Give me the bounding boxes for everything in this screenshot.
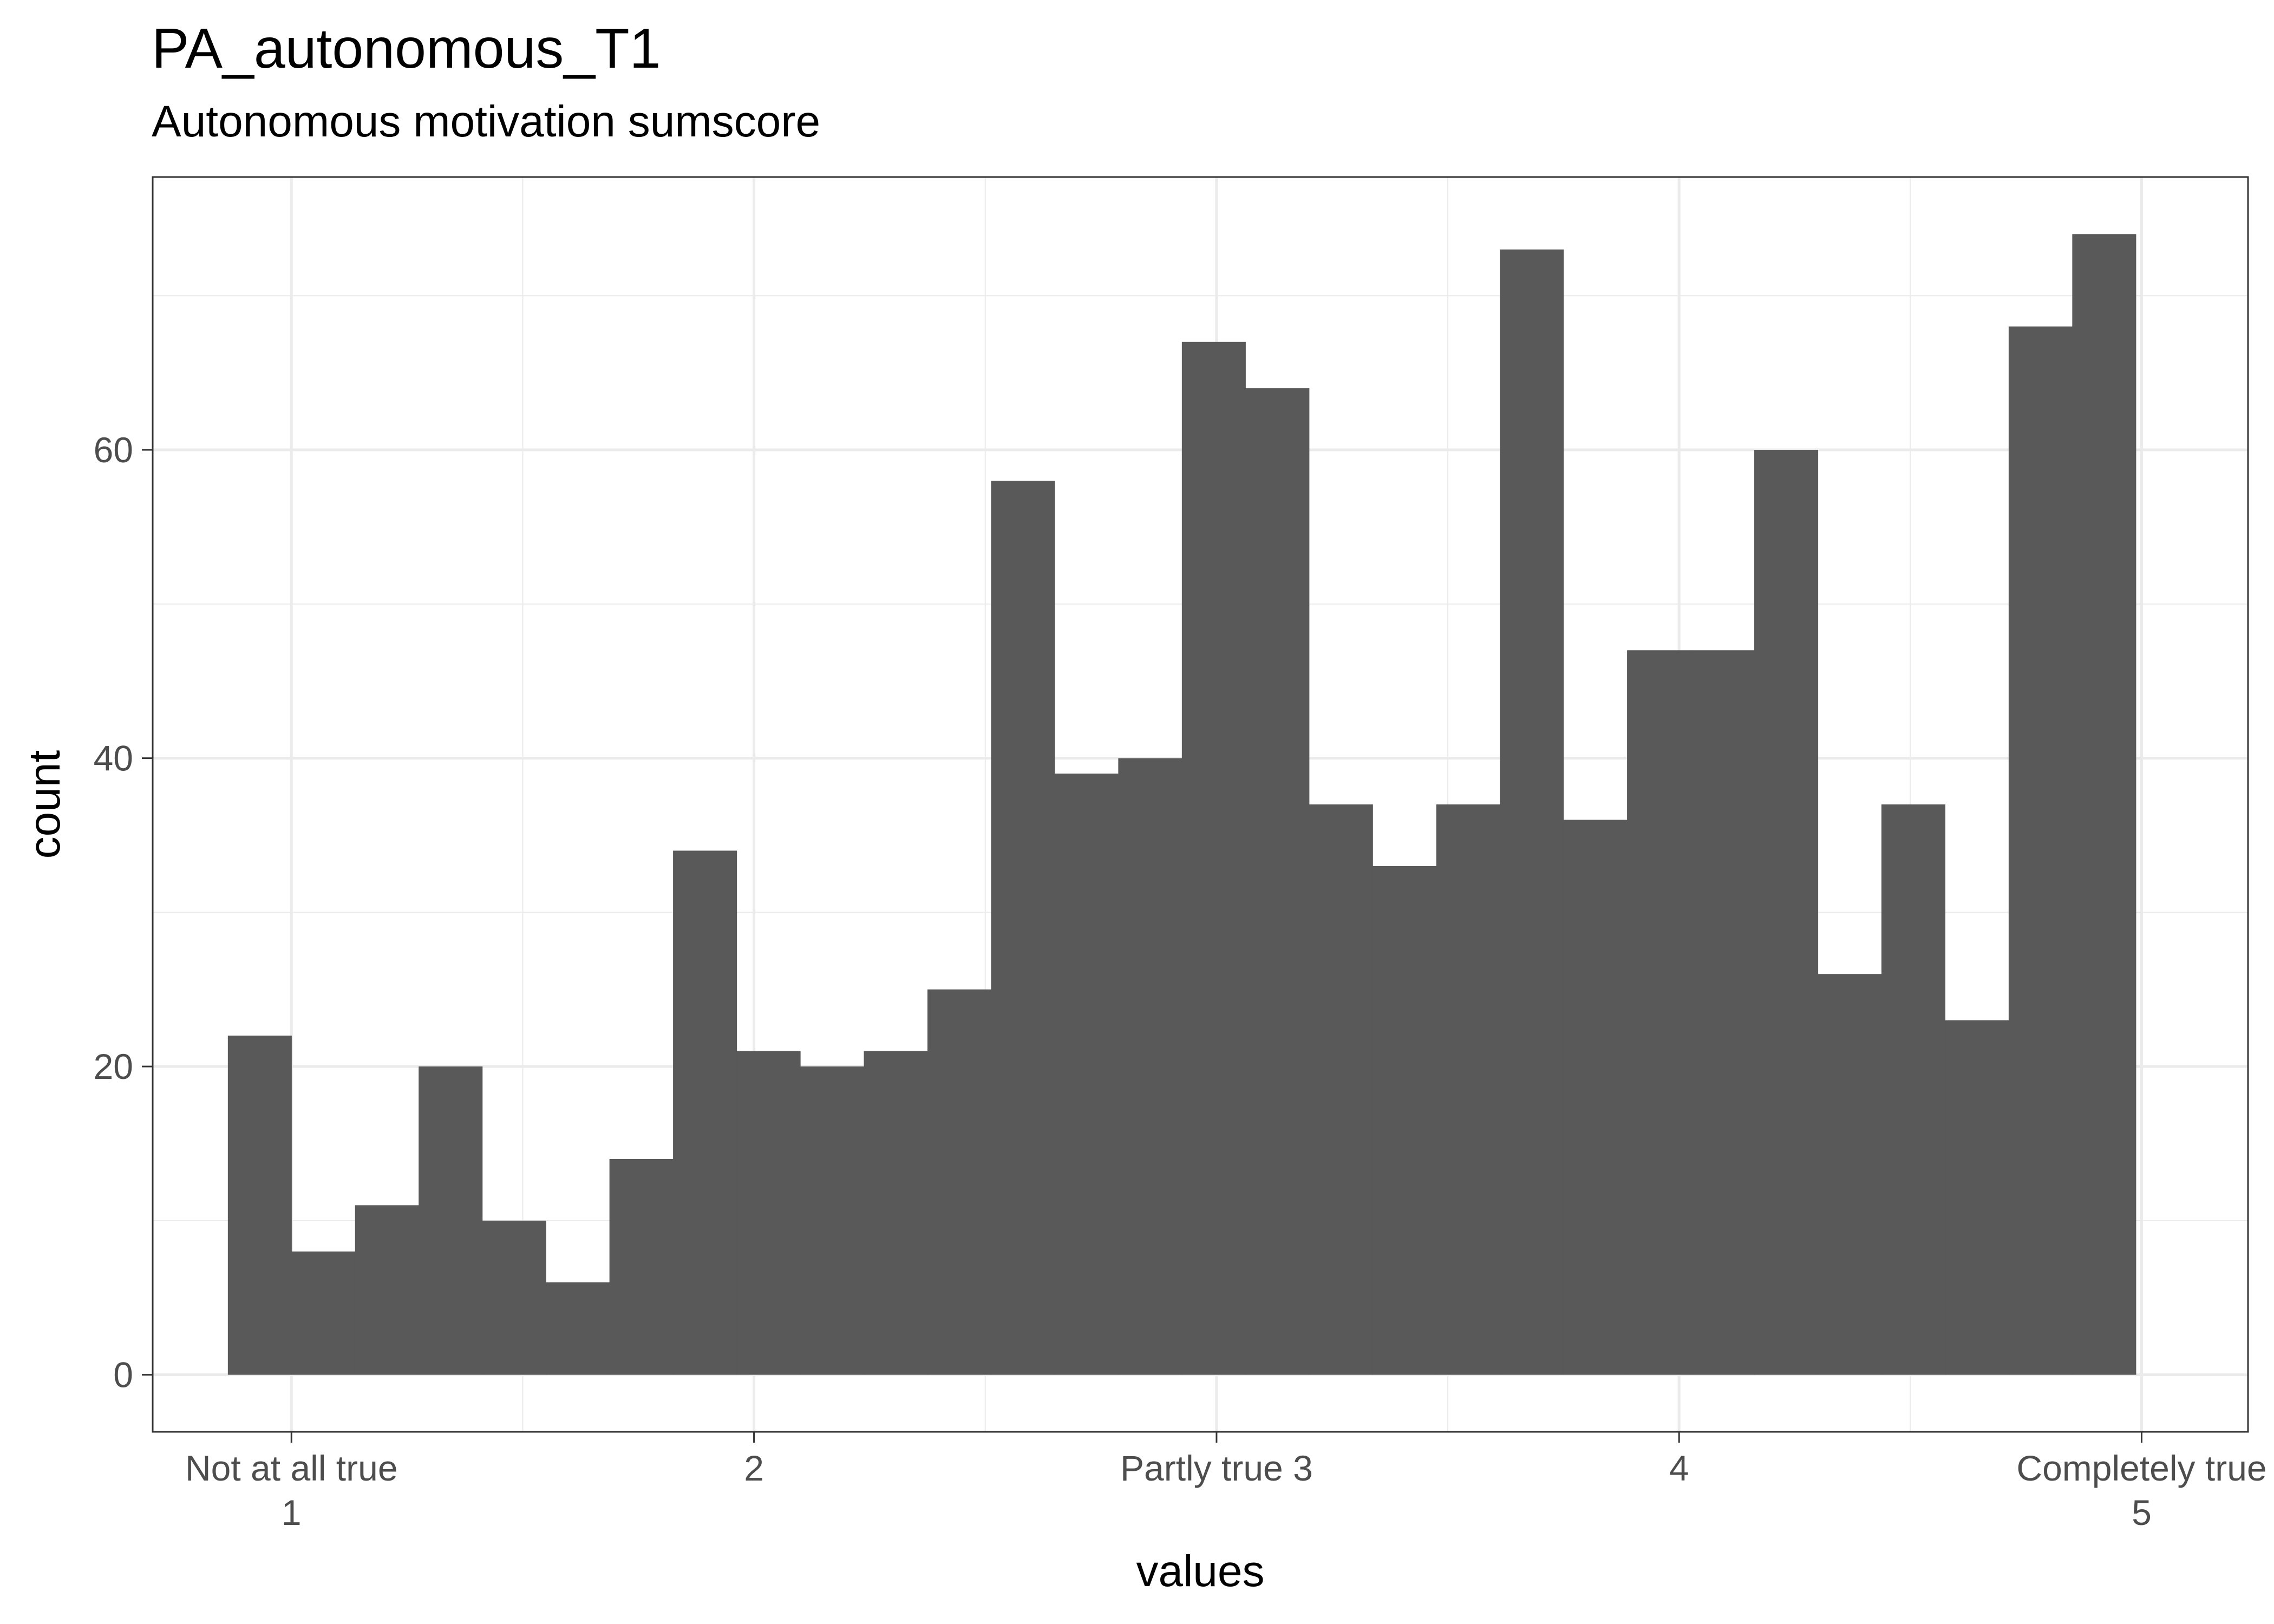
histogram-bar	[864, 1051, 928, 1375]
histogram-bar	[1309, 804, 1373, 1375]
histogram-bar	[609, 1158, 674, 1375]
x-tick-label: Partly true 3	[1120, 1448, 1313, 1488]
chart-title: PA_autonomous_T1	[152, 17, 661, 80]
x-tick-label-line2: 1	[282, 1492, 302, 1533]
histogram-bar	[546, 1282, 610, 1375]
y-tick-label: 60	[94, 430, 133, 470]
histogram-bar	[1754, 450, 1819, 1375]
histogram-bar	[419, 1066, 483, 1375]
histogram-bar	[1118, 758, 1182, 1375]
y-tick-label: 20	[94, 1046, 133, 1086]
histogram-bar	[1563, 820, 1628, 1375]
x-axis-title: values	[1136, 1547, 1264, 1596]
x-tick-label-line2: 5	[2132, 1492, 2152, 1533]
y-tick-label: 40	[94, 738, 133, 778]
y-tick-label: 0	[113, 1355, 133, 1395]
histogram-bar	[1245, 388, 1310, 1375]
plot-panel-border	[152, 176, 2249, 1433]
histogram-bar	[991, 480, 1055, 1375]
histogram-bar	[227, 1036, 292, 1375]
histogram-bar	[927, 989, 992, 1375]
histogram-bar	[1054, 774, 1119, 1375]
x-tick-label: Not at all true	[185, 1448, 398, 1488]
histogram-bar	[1627, 650, 1691, 1375]
histogram-bar	[1818, 974, 1882, 1375]
histogram-bar	[1181, 342, 1246, 1375]
y-axis-title: count	[20, 750, 69, 859]
x-tick-label: 2	[744, 1448, 764, 1488]
histogram-bars	[227, 234, 2136, 1375]
histogram-bar	[2072, 234, 2136, 1375]
histogram-bar	[355, 1205, 419, 1375]
x-tick-label: Completely true	[2016, 1448, 2266, 1488]
chart-subtitle: Autonomous motivation sumscore	[152, 97, 820, 146]
histogram-bar	[1373, 866, 1437, 1375]
histogram-bar	[736, 1051, 801, 1375]
histogram-bar	[1436, 804, 1500, 1375]
histogram-bar	[2008, 326, 2073, 1375]
histogram-bar	[1945, 1020, 2009, 1375]
histogram-bar	[1690, 650, 1755, 1375]
x-tick-label: 4	[1669, 1448, 1689, 1488]
histogram-bar	[1881, 804, 1946, 1375]
histogram-bar	[673, 850, 737, 1375]
histogram-bar	[482, 1220, 546, 1375]
histogram-bar	[800, 1066, 865, 1375]
histogram-bar	[1500, 249, 1564, 1375]
y-axis: 0 20 40 60	[94, 430, 153, 1395]
histogram-bar	[291, 1251, 356, 1375]
